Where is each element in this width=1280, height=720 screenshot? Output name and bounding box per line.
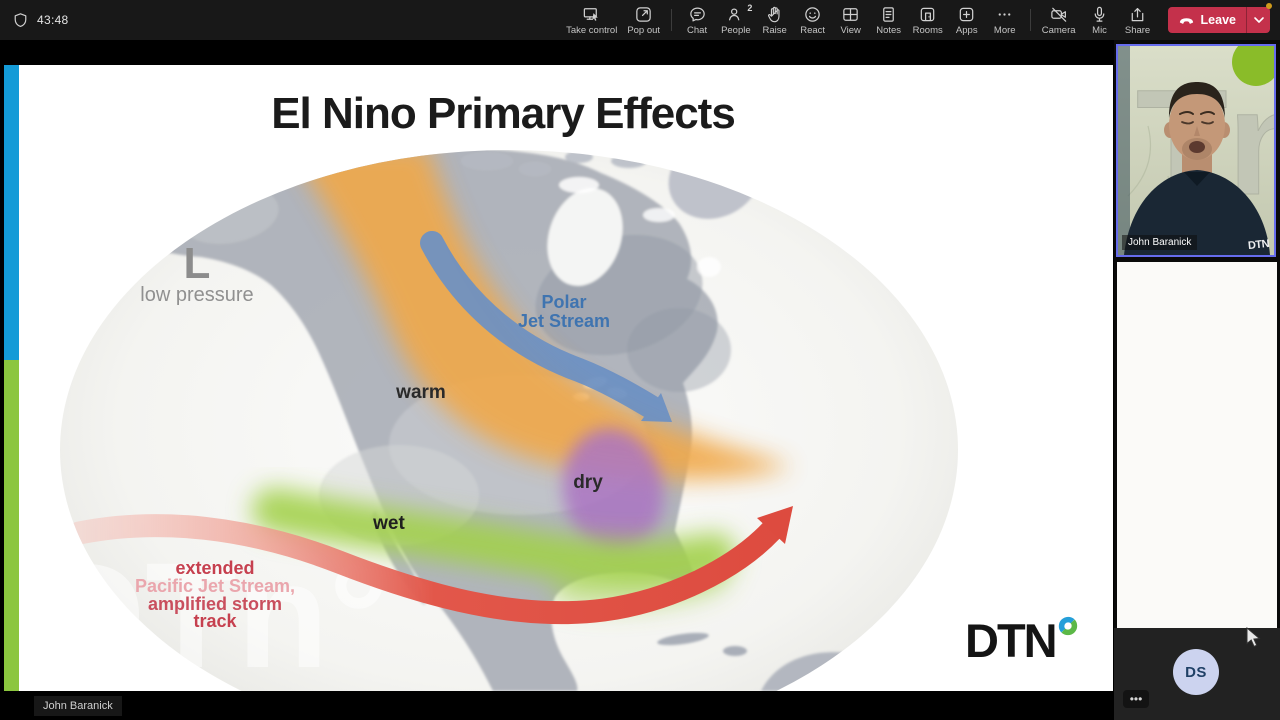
dtn-logo-text: DTN [965,614,1058,667]
share-label: Share [1124,25,1151,36]
react-icon [803,5,822,24]
participant-video: Tn [1118,46,1274,255]
meeting-toolbar: 43:48 Take control Pop out Chat [0,0,1280,40]
video-name-label: John Baranick [1122,235,1198,250]
raise-hand-button[interactable]: Raise [757,3,793,37]
more-button[interactable]: More [987,3,1023,37]
take-control-icon [582,5,601,24]
low-pressure-label: low pressure [140,284,253,306]
notes-label: Notes [876,25,902,36]
mic-label: Mic [1092,25,1107,36]
shared-screen-stage: El Nino Primary Effects [0,40,1114,720]
warm-label: warm [395,382,446,403]
wet-label: wet [372,513,405,534]
view-label: View [840,25,861,36]
chat-label: Chat [687,25,708,36]
pop-out-button[interactable]: Pop out [623,3,664,37]
mouse-cursor [1246,627,1261,648]
pop-out-label: Pop out [627,25,661,36]
toolbar-divider [1029,9,1031,31]
raise-label: Raise [762,25,787,36]
meeting-timer: 43:48 [12,0,69,40]
notes-icon [879,5,898,24]
slide-accent-bar-green [4,360,19,691]
chat-button[interactable]: Chat [679,3,715,37]
dtn-logo: DTN [965,614,1079,667]
react-label: React [800,25,826,36]
shield-icon [12,11,29,30]
people-button[interactable]: 2 People [717,3,755,37]
leave-label: Leave [1200,13,1236,27]
view-icon [841,5,860,24]
react-button[interactable]: React [795,3,831,37]
rooms-label: Rooms [912,25,943,36]
share-icon [1128,5,1147,24]
slide-accent-bar-blue [4,65,19,360]
rooms-button[interactable]: Rooms [909,3,947,37]
apps-label: Apps [955,25,978,36]
participants-panel: Tn John Baranick DTN DS •• [1114,40,1280,720]
view-button[interactable]: View [833,3,869,37]
tile-more-button[interactable]: ••• [1123,690,1149,708]
take-control-button[interactable]: Take control [562,3,621,37]
polar-jet-arrow [420,231,672,422]
el-nino-map: DTn° [60,150,958,691]
more-icon [995,5,1014,24]
video-dtn-watermark: DTN [1247,237,1270,253]
pacific-jet-arrow [67,506,793,625]
leave-options-chevron[interactable] [1246,7,1270,33]
rooms-icon [918,5,937,24]
low-pressure-symbol: L [184,239,211,288]
apps-icon [957,5,976,24]
timer-value: 43:48 [37,13,69,27]
toolbar-controls: Take control Pop out Chat 2 [562,0,1280,40]
storm-label-1: extended [175,558,254,578]
chat-icon [688,5,707,24]
share-button[interactable]: Share [1120,3,1156,37]
hangup-phone-icon [1178,11,1195,30]
presentation-slide: El Nino Primary Effects [19,65,1113,691]
polar-jet-label-2: Jet Stream [518,311,610,331]
polar-jet-label-1: Polar [541,292,586,312]
mic-button[interactable]: Mic [1082,3,1118,37]
leave-button[interactable]: Leave [1167,7,1270,33]
leave-main[interactable]: Leave [1168,7,1246,33]
apps-button[interactable]: Apps [949,3,985,37]
shared-content-tile[interactable] [1117,262,1277,628]
avatar: DS [1173,649,1219,695]
participant-video-tile[interactable]: Tn John Baranick DTN [1116,44,1276,257]
warm-band [289,150,791,480]
presenter-name-label: John Baranick [34,696,122,716]
dry-label: dry [573,472,603,493]
people-icon: 2 [726,3,752,24]
storm-label-3: amplified storm [148,594,282,614]
storm-label-2: Pacific Jet Stream, [135,576,295,596]
more-label: More [993,25,1016,36]
people-label: People [721,25,751,36]
raise-hand-icon [765,5,784,24]
camera-off-icon [1049,5,1069,24]
dry-region [562,428,664,552]
dtn-logo-mark [1058,616,1077,636]
map-labels: L low pressure Polar Jet Stream warm dry… [135,239,610,631]
people-count-badge: 2 [747,3,753,13]
notes-button[interactable]: Notes [871,3,907,37]
take-control-label: Take control [566,25,618,36]
notification-dot [1266,3,1272,9]
pop-out-icon [634,5,653,24]
storm-label-4: track [193,611,237,631]
camera-button[interactable]: Camera [1038,3,1080,37]
mic-icon [1090,5,1109,24]
toolbar-divider [671,9,673,31]
camera-label: Camera [1041,25,1076,36]
slide-title: El Nino Primary Effects [271,89,736,138]
